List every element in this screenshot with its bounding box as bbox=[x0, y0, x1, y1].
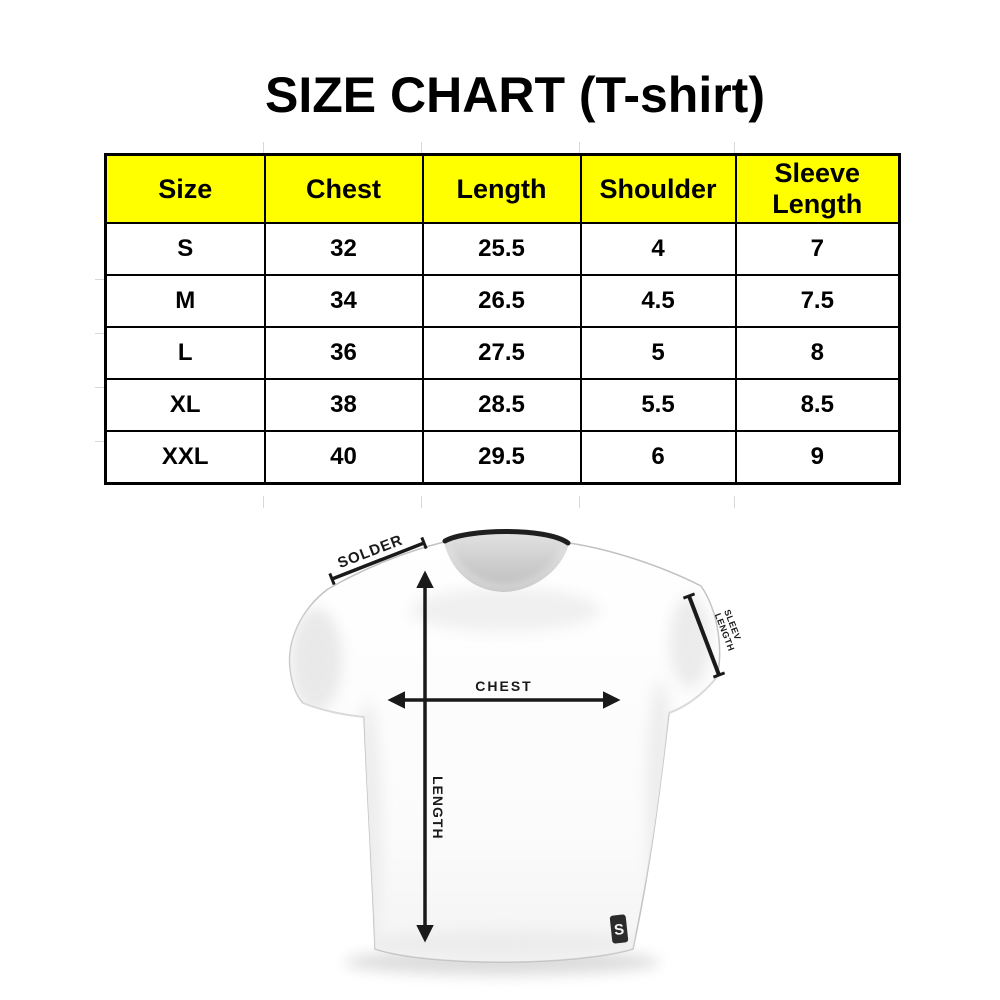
size-cell: S bbox=[104, 222, 266, 276]
brand-tag: S bbox=[609, 914, 629, 944]
page-title: SIZE CHART (T-shirt) bbox=[265, 67, 765, 123]
column-header-length: Length bbox=[421, 153, 582, 224]
chest-cell: 38 bbox=[263, 378, 424, 432]
sleeve-length-cell: 9 bbox=[734, 430, 901, 485]
gridline-artifact bbox=[421, 496, 422, 508]
size-cell: XL bbox=[104, 378, 266, 432]
collar-trim bbox=[442, 529, 571, 546]
length-label: LENGTH bbox=[430, 776, 446, 840]
size-cell: XXL bbox=[104, 430, 266, 485]
sleeve-dimension-line bbox=[682, 592, 726, 679]
gridline-artifact bbox=[95, 333, 104, 334]
shirt-body bbox=[288, 530, 721, 963]
gridline-artifact bbox=[95, 387, 104, 388]
shoulder-cell: 4 bbox=[579, 222, 737, 276]
chest-cell: 34 bbox=[263, 274, 424, 328]
shoulder-cell: 6 bbox=[579, 430, 737, 485]
gridline-artifact bbox=[263, 496, 264, 508]
length-cell: 25.5 bbox=[421, 222, 582, 276]
chest-cell: 36 bbox=[263, 326, 424, 380]
sleeve-length-cell: 8 bbox=[734, 326, 901, 380]
table-header-row: Size Chest Length Shoulder Sleeve Length bbox=[104, 153, 901, 224]
column-header-shoulder: Shoulder bbox=[579, 153, 737, 224]
chest-cell: 40 bbox=[263, 430, 424, 485]
gridline-artifact bbox=[579, 142, 580, 153]
size-cell: M bbox=[104, 274, 266, 328]
column-header-sleeve-length: Sleeve Length bbox=[734, 153, 901, 224]
length-cell: 26.5 bbox=[421, 274, 582, 328]
column-header-size: Size bbox=[104, 153, 266, 224]
table-row-l: L 36 27.5 5 8 bbox=[104, 326, 901, 380]
gridline-artifact bbox=[734, 496, 735, 508]
length-cell: 27.5 bbox=[421, 326, 582, 380]
gridline-artifact bbox=[421, 142, 422, 153]
neck-opening bbox=[444, 531, 569, 592]
column-header-chest: Chest bbox=[263, 153, 424, 224]
gridline-artifact bbox=[263, 142, 264, 153]
sleeve-length-cell: 7.5 bbox=[734, 274, 901, 328]
left-sleeve-seam bbox=[302, 702, 365, 718]
length-cell: 29.5 bbox=[421, 430, 582, 485]
table-row-xl: XL 38 28.5 5.5 8.5 bbox=[104, 378, 901, 432]
shoulder-dimension-line bbox=[328, 536, 428, 586]
chest-label: CHEST bbox=[475, 678, 532, 694]
shoulder-cell: 5 bbox=[579, 326, 737, 380]
right-sleeve-seam bbox=[668, 676, 718, 714]
gridline-artifact bbox=[734, 142, 735, 153]
gridline-artifact bbox=[95, 279, 104, 280]
brand-logo-letter: S bbox=[613, 921, 625, 939]
chest-cell: 32 bbox=[263, 222, 424, 276]
table-row-s: S 32 25.5 4 7 bbox=[104, 222, 901, 276]
sleeve-length-cell: 8.5 bbox=[734, 378, 901, 432]
size-table: Size Chest Length Shoulder Sleeve Length… bbox=[104, 153, 901, 485]
table-row-xxl: XXL 40 29.5 6 9 bbox=[104, 430, 901, 485]
table-row-m: M 34 26.5 4.5 7.5 bbox=[104, 274, 901, 328]
sleeve-length-cell: 7 bbox=[734, 222, 901, 276]
shoulder-cell: 5.5 bbox=[579, 378, 737, 432]
gridline-artifact bbox=[579, 496, 580, 508]
gridline-artifact bbox=[95, 441, 104, 442]
size-cell: L bbox=[104, 326, 266, 380]
length-cell: 28.5 bbox=[421, 378, 582, 432]
neck-lip-highlight bbox=[446, 546, 567, 590]
shoulder-cell: 4.5 bbox=[579, 274, 737, 328]
